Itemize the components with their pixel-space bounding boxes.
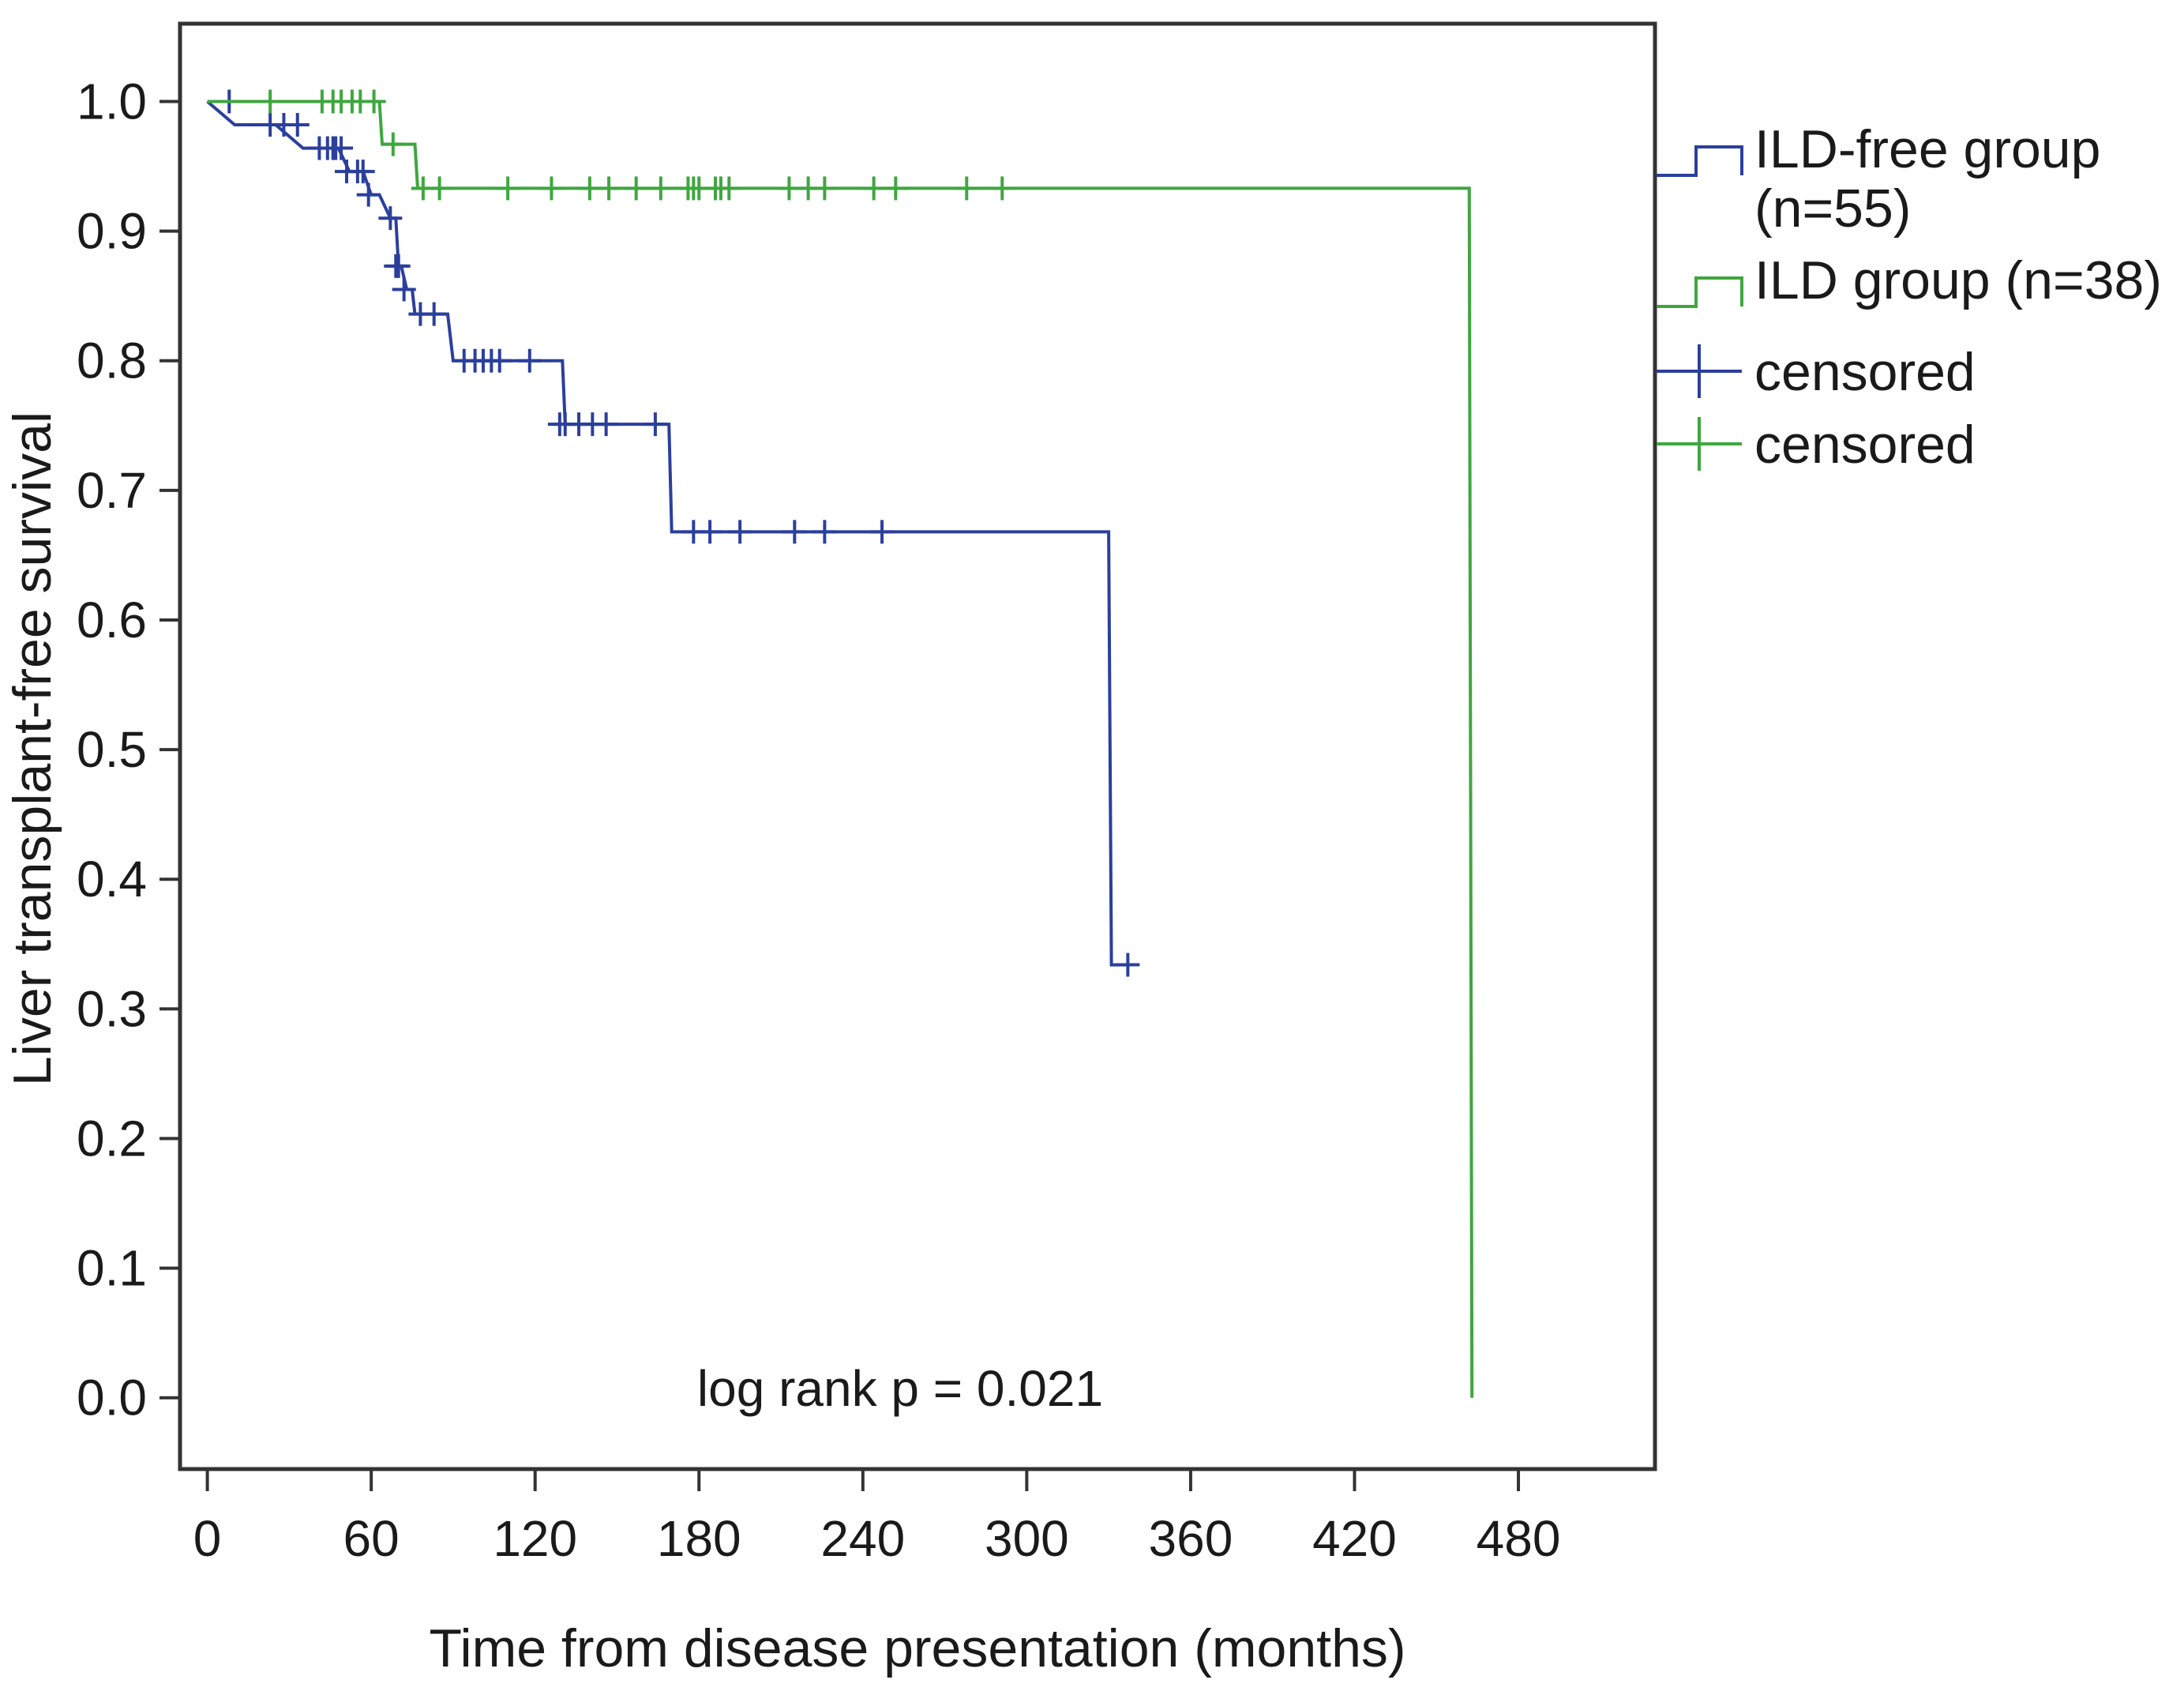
y-tick-label: 0.7: [77, 462, 147, 519]
y-tick-label: 0.6: [77, 592, 147, 648]
censor-mark-series-1: [624, 176, 648, 201]
censor-mark-series-1: [955, 176, 979, 201]
x-tick-label: 420: [1312, 1510, 1397, 1567]
censor-mark-series-0: [422, 302, 446, 326]
legend-swatch-series-1: [1657, 276, 1743, 308]
x-tick-label: 300: [985, 1510, 1069, 1567]
x-tick-label: 360: [1149, 1510, 1233, 1567]
censor-mark-series-1: [258, 89, 283, 114]
censor-mark-series-1: [717, 176, 741, 201]
y-tick-label: 0.3: [77, 980, 147, 1037]
censor-mark-series-0: [812, 520, 837, 544]
x-tick-label: 240: [820, 1510, 905, 1567]
censor-mark-series-0: [487, 348, 512, 373]
censor-mark-series-0: [356, 182, 381, 207]
censor-mark-series-0: [386, 254, 411, 278]
censor-mark-series-0: [351, 160, 375, 184]
censor-mark-series-1: [597, 176, 621, 201]
censor-mark-series-1: [362, 89, 386, 114]
censor-mark-series-0: [392, 277, 416, 302]
legend-label-series-1: ILD group (n=38): [1754, 250, 2162, 310]
legend: ILD-free group(n=55) ILD group (n=38) cens…: [1657, 119, 2162, 475]
x-tick-label: 60: [343, 1510, 400, 1567]
censor-mark-series-0: [1116, 953, 1140, 977]
y-tick-label: 0.9: [77, 203, 147, 260]
censor-mark-series-1: [648, 176, 673, 201]
series-layer: [206, 89, 1474, 1398]
legend-label-series-0: ILD-free group: [1754, 119, 2100, 179]
censor-mark-series-1: [990, 176, 1015, 201]
legend-censored-label-1: censored: [1754, 415, 1976, 475]
censor-mark-series-0: [517, 348, 542, 373]
y-tick-label: 0.0: [77, 1370, 147, 1426]
censor-mark-series-1: [539, 176, 564, 201]
y-tick-label: 0.8: [77, 333, 147, 389]
legend-swatch-series-0: [1657, 145, 1743, 177]
log-rank-annotation: log rank p = 0.021: [697, 1360, 1103, 1417]
x-tick-label: 120: [493, 1510, 577, 1567]
axis-ticks: 0 60 120 180 240 300 360 420 480 0.0 0.1 0.2 0.3 0.4 0…: [77, 73, 1560, 1567]
censor-mark-series-0: [329, 136, 354, 160]
censor-mark-series-1: [381, 132, 405, 156]
censor-mark-series-0: [594, 412, 618, 437]
x-axis-title: Time from disease presentation (months): [429, 1618, 1405, 1678]
censor-mark-series-0: [378, 206, 403, 231]
y-axis-title: Liver transplant-free survival: [2, 411, 62, 1086]
censor-mark-series-1: [496, 176, 520, 201]
y-tick-label: 0.4: [77, 851, 147, 908]
censor-mark-series-1: [861, 176, 886, 201]
censor-mark-series-0: [728, 520, 752, 544]
y-tick-label: 0.1: [77, 1240, 147, 1297]
y-tick-label: 1.0: [77, 73, 147, 130]
censor-mark-series-0: [285, 113, 310, 137]
censor-mark-series-0: [698, 520, 722, 544]
x-tick-label: 0: [193, 1510, 222, 1567]
legend-label-series-0: (n=55): [1754, 178, 1911, 239]
censor-mark-series-0: [782, 520, 807, 544]
censor-mark-series-1: [427, 176, 452, 201]
censor-mark-series-0: [643, 412, 667, 437]
censor-mark-series-0: [870, 520, 895, 544]
legend-censored-label-0: censored: [1754, 342, 1976, 402]
y-tick-label: 0.2: [77, 1110, 147, 1167]
censor-mark-series-1: [812, 176, 837, 201]
y-tick-label: 0.5: [77, 721, 147, 778]
censor-mark-series-1: [884, 176, 908, 201]
plot-frame: [178, 21, 1657, 1471]
x-tick-label: 180: [657, 1510, 741, 1567]
x-tick-label: 480: [1477, 1510, 1561, 1567]
